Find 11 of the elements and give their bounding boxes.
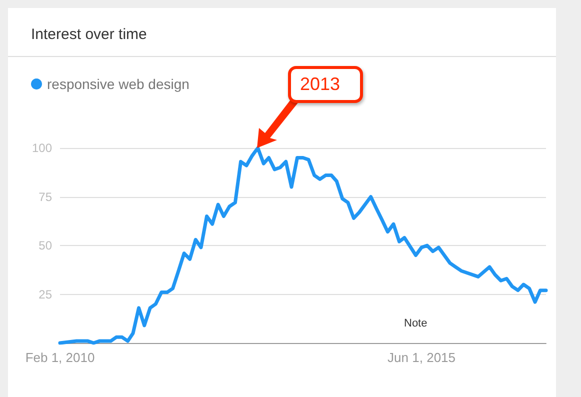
x-tick-label: Jun 1, 2015 [388,350,456,365]
y-tick-label: 50 [38,238,52,252]
legend-label: responsive web design [47,76,190,92]
line-series [58,146,548,345]
y-tick-label: 100 [32,141,52,155]
annotation: Note [404,318,428,330]
chart-title: Interest over time [31,26,147,43]
text: 2013 [288,66,364,103]
x-tick-label: Feb 1, 2010 [25,350,95,365]
y-tick-label: 75 [38,190,52,204]
y-tick-label: 25 [38,287,52,302]
